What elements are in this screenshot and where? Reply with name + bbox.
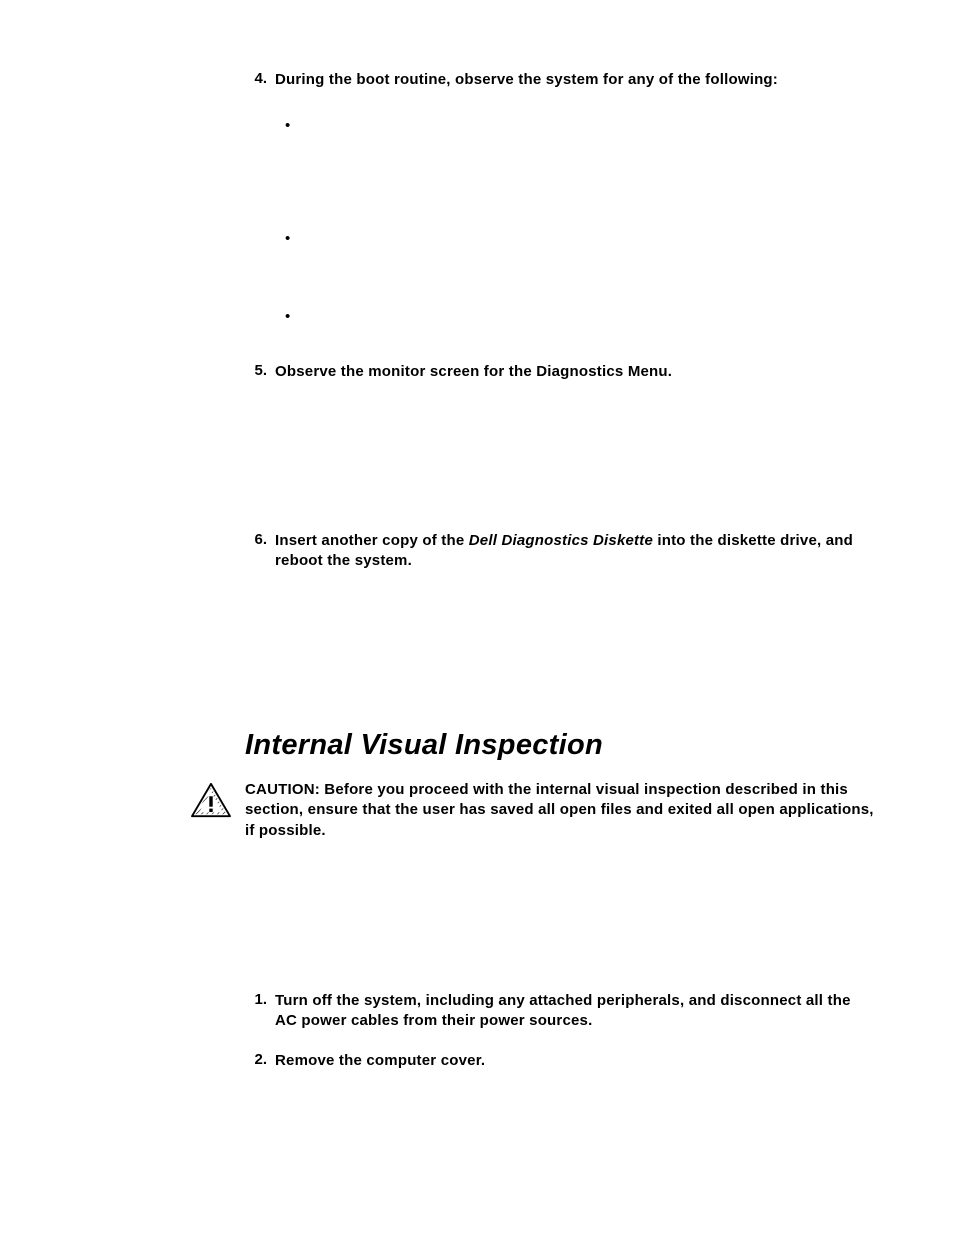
bullet-item: •	[285, 231, 874, 246]
bullet-dot-icon: •	[285, 231, 305, 246]
bullet-dot-icon: •	[285, 118, 305, 133]
caution-label: CAUTION:	[245, 781, 324, 798]
list-item: 1. Turn off the system, including any at…	[245, 991, 874, 1032]
list-text-italic: Dell Diagnostics Diskette	[469, 532, 653, 549]
list-text: Turn off the system, including any attac…	[275, 991, 874, 1032]
bullet-item: •	[285, 118, 874, 133]
caution-body: Before you proceed with the internal vis…	[245, 781, 874, 839]
list-number: 2.	[245, 1051, 275, 1071]
list-item: 5. Observe the monitor screen for the Di…	[245, 362, 874, 382]
bullet-dot-icon: •	[285, 309, 305, 324]
list-item: 4. During the boot routine, observe the …	[245, 70, 874, 324]
caution-block: CAUTION: Before you proceed with the int…	[245, 780, 874, 841]
list-number: 1.	[245, 991, 275, 1032]
list-number: 4.	[245, 70, 275, 324]
list-item: 2. Remove the computer cover.	[245, 1051, 874, 1071]
section-heading: Internal Visual Inspection	[245, 729, 874, 762]
list-text: Remove the computer cover.	[275, 1051, 874, 1071]
caution-text: CAUTION: Before you proceed with the int…	[245, 780, 874, 841]
bullet-item: •	[285, 309, 874, 324]
list-text: Insert another copy of the Dell Diagnost…	[275, 531, 874, 572]
list-item: 6. Insert another copy of the Dell Diagn…	[245, 531, 874, 572]
list-text: During the boot routine, observe the sys…	[275, 70, 874, 90]
list-number: 5.	[245, 362, 275, 382]
list-number: 6.	[245, 531, 275, 572]
list-text-prefix: Insert another copy of the	[275, 532, 469, 549]
list-text: Observe the monitor screen for the Diagn…	[275, 362, 874, 382]
caution-triangle-icon	[190, 780, 245, 825]
